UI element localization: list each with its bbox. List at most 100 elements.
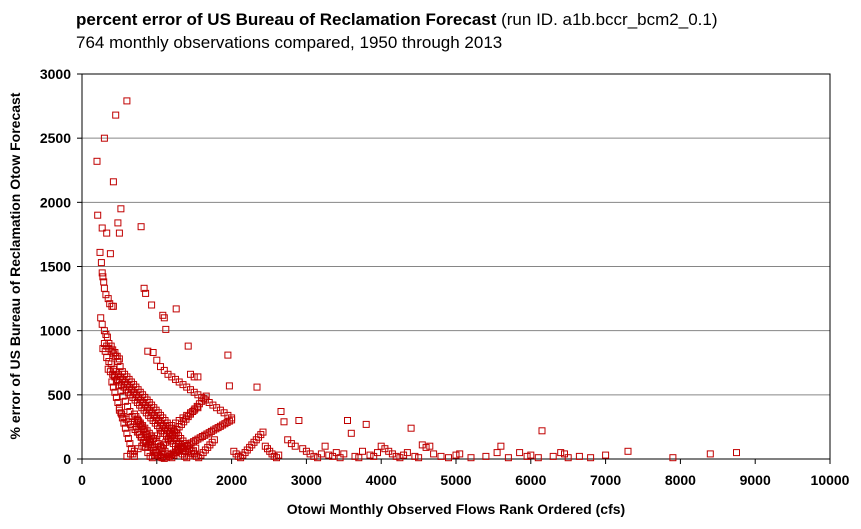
data-point (602, 451, 610, 459)
data-point (160, 366, 168, 374)
chart-subtitle: 764 monthly observations compared, 1950 … (76, 33, 503, 52)
data-point (527, 451, 535, 459)
data-point (561, 450, 568, 458)
data-point (172, 305, 180, 313)
data-point (415, 454, 423, 462)
data-point (422, 443, 430, 451)
x-tick-label: 8000 (665, 472, 696, 488)
data-point (137, 223, 145, 231)
data-point (225, 417, 233, 425)
data-point (190, 373, 198, 381)
y-tick-label: 0 (63, 451, 71, 467)
data-point (523, 452, 531, 460)
data-point (104, 295, 112, 303)
data-point (103, 229, 111, 237)
data-point (100, 284, 108, 292)
data-point (126, 440, 134, 448)
data-point (340, 450, 348, 458)
data-point (160, 314, 168, 322)
data-point (97, 314, 105, 322)
x-tick-label: 3000 (291, 472, 322, 488)
data-point (325, 451, 333, 459)
data-point (624, 447, 632, 455)
data-point (225, 382, 233, 390)
data-point (97, 259, 105, 267)
data-point (184, 342, 192, 350)
x-tick-label: 6000 (515, 472, 546, 488)
data-point (549, 452, 557, 460)
data-point (351, 452, 359, 460)
x-tick-label: 0 (78, 472, 86, 488)
data-point (183, 454, 191, 462)
data-point (123, 97, 131, 105)
x-tick-label: 4000 (366, 472, 397, 488)
data-point (538, 427, 546, 435)
data-point (114, 399, 122, 406)
data-point (516, 449, 524, 457)
x-tick-label: 2000 (216, 472, 247, 488)
data-point (392, 452, 400, 460)
data-point (430, 450, 438, 458)
data-point (564, 454, 572, 462)
data-point (411, 452, 419, 460)
data-point (280, 418, 288, 426)
data-point (157, 363, 164, 371)
data-point (224, 351, 232, 359)
gridlines (82, 137, 830, 396)
data-point (98, 269, 106, 277)
data-point (148, 301, 156, 309)
data-point (210, 436, 218, 444)
data-point (114, 358, 122, 365)
data-point (124, 402, 132, 410)
data-point (456, 450, 464, 458)
data-point (534, 454, 542, 462)
data-point (497, 442, 505, 450)
data-point (275, 451, 283, 459)
data-point (317, 450, 325, 458)
data-point (587, 454, 595, 462)
data-point (321, 442, 329, 450)
data-point (116, 363, 124, 371)
x-axis-ticks: 0 1000 2000 3000 4000 5000 6000 7000 8000 9000 100… (78, 459, 850, 488)
data-point (149, 349, 157, 356)
data-point (284, 436, 292, 444)
data-point (355, 454, 363, 462)
data-point (314, 454, 322, 462)
data-point (403, 449, 411, 457)
y-tick-label: 2500 (40, 130, 71, 146)
data-point (370, 452, 378, 460)
data-point (259, 428, 267, 436)
data-point (153, 356, 161, 364)
data-point (452, 451, 460, 459)
data-point (437, 452, 445, 460)
data-point (166, 452, 173, 460)
data-point (109, 178, 117, 186)
data-point (94, 211, 102, 219)
data-point (144, 347, 152, 355)
chart-title-block: percent error of US Bureau of Reclamatio… (76, 8, 718, 54)
data-point (99, 273, 107, 281)
data-point (482, 452, 490, 460)
data-point (234, 452, 242, 460)
data-point (142, 289, 150, 297)
data-point (310, 452, 318, 460)
data-point (270, 452, 278, 460)
data-point (291, 442, 299, 450)
data-point (575, 452, 583, 460)
data-point (123, 429, 131, 437)
data-point (181, 452, 188, 460)
data-point (162, 325, 170, 333)
data-point (106, 250, 114, 258)
data-point (347, 429, 355, 437)
data-point (253, 383, 261, 391)
chart-title-rest: (run ID. a1b.bccr_bcm2_0.1) (496, 10, 718, 29)
data-point (102, 291, 110, 299)
x-axis-label: Otowi Monthly Observed Flows Rank Ordere… (287, 501, 625, 517)
data-point (112, 111, 120, 119)
data-point (202, 392, 210, 400)
data-point (192, 444, 200, 452)
data-point (112, 393, 120, 401)
y-axis-label: % error of US Bureau of Reclamation Otow… (7, 92, 23, 439)
data-point (109, 302, 117, 310)
data-point (121, 397, 129, 405)
